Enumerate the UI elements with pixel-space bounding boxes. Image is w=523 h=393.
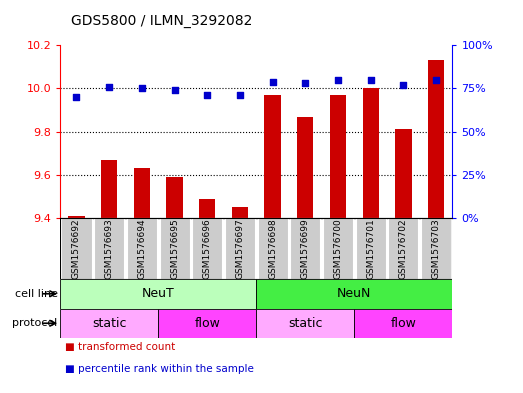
- Bar: [428, 60, 444, 218]
- Bar: [127, 218, 157, 279]
- Bar: [388, 218, 418, 279]
- Bar: [330, 95, 346, 218]
- Bar: [421, 218, 451, 279]
- Bar: [265, 95, 281, 218]
- Text: flow: flow: [391, 317, 416, 330]
- Text: GSM1576702: GSM1576702: [399, 218, 408, 279]
- Bar: [94, 218, 124, 279]
- Bar: [69, 216, 85, 218]
- Text: flow: flow: [195, 317, 220, 330]
- Point: [170, 87, 179, 93]
- Text: GSM1576694: GSM1576694: [138, 218, 146, 279]
- Text: GSM1576703: GSM1576703: [431, 218, 440, 279]
- Bar: [323, 218, 353, 279]
- Text: GSM1576698: GSM1576698: [268, 218, 277, 279]
- Point: [138, 85, 146, 92]
- Text: GSM1576697: GSM1576697: [235, 218, 244, 279]
- Bar: [134, 169, 150, 218]
- Point: [399, 82, 407, 88]
- Text: GSM1576692: GSM1576692: [72, 218, 81, 279]
- Point: [203, 92, 211, 99]
- Text: static: static: [288, 317, 323, 330]
- Bar: [356, 218, 385, 279]
- Text: ■ transformed count: ■ transformed count: [65, 342, 176, 352]
- Text: NeuT: NeuT: [142, 287, 175, 300]
- Text: GSM1576695: GSM1576695: [170, 218, 179, 279]
- Bar: [256, 279, 452, 309]
- Text: GSM1576701: GSM1576701: [366, 218, 375, 279]
- Point: [72, 94, 81, 100]
- Text: GSM1576699: GSM1576699: [301, 218, 310, 279]
- Bar: [297, 117, 313, 218]
- Text: protocol: protocol: [12, 318, 58, 328]
- Text: GSM1576696: GSM1576696: [203, 218, 212, 279]
- Bar: [192, 218, 222, 279]
- Bar: [199, 199, 215, 218]
- Bar: [166, 177, 183, 218]
- Bar: [101, 160, 117, 218]
- Point: [105, 84, 113, 90]
- Point: [432, 77, 440, 83]
- Text: ■ percentile rank within the sample: ■ percentile rank within the sample: [65, 364, 254, 373]
- Text: NeuN: NeuN: [337, 287, 371, 300]
- Bar: [395, 130, 412, 218]
- Bar: [355, 309, 452, 338]
- Bar: [232, 208, 248, 218]
- Bar: [362, 88, 379, 218]
- Bar: [160, 218, 189, 279]
- Point: [236, 92, 244, 99]
- Text: GSM1576693: GSM1576693: [105, 218, 113, 279]
- Text: GSM1576700: GSM1576700: [334, 218, 343, 279]
- Bar: [60, 309, 158, 338]
- Point: [367, 77, 375, 83]
- Point: [301, 80, 310, 86]
- Point: [334, 77, 342, 83]
- Bar: [290, 218, 320, 279]
- Bar: [225, 218, 255, 279]
- Bar: [257, 218, 288, 279]
- Bar: [62, 218, 92, 279]
- Text: static: static: [92, 317, 127, 330]
- Text: cell line: cell line: [15, 289, 58, 299]
- Bar: [158, 309, 256, 338]
- Text: GDS5800 / ILMN_3292082: GDS5800 / ILMN_3292082: [71, 13, 252, 28]
- Bar: [256, 309, 355, 338]
- Bar: [60, 279, 256, 309]
- Point: [268, 78, 277, 84]
